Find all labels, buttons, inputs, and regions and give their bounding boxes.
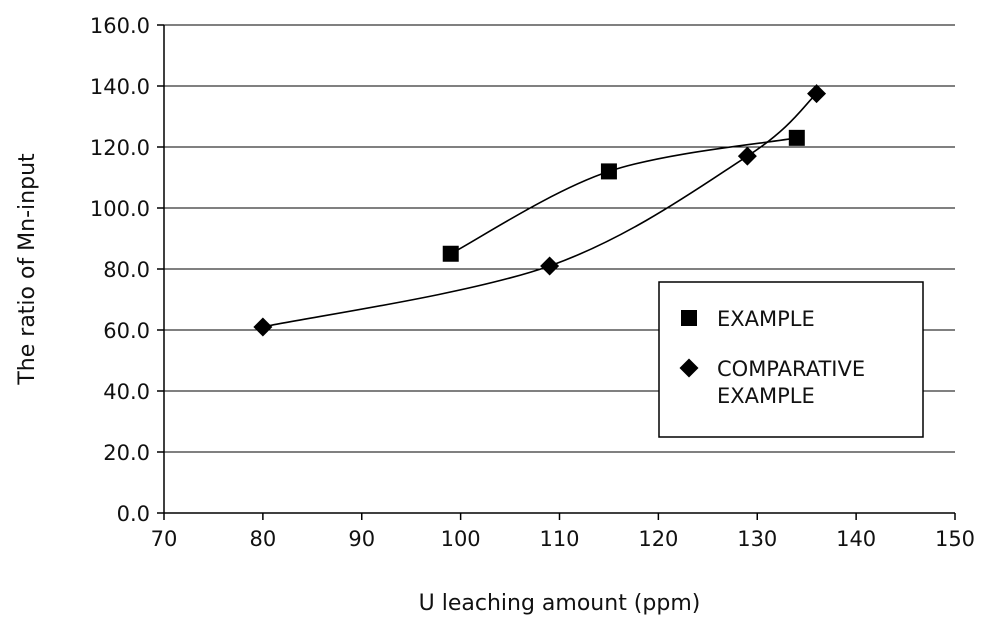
y-tick-label: 100.0 xyxy=(90,197,150,221)
x-tick-label: 90 xyxy=(348,527,375,551)
legend-label-1: EXAMPLE xyxy=(717,384,815,408)
series-line-1 xyxy=(262,93,818,328)
square-marker-0-2 xyxy=(788,129,805,146)
axis-layer: 0.0 20.0 40.0 60.0 80.0 100.0 120.0 140.0 160.0 7… xyxy=(90,14,975,551)
legend-label-1: COMPARATIVE xyxy=(717,357,865,381)
diamond-marker-1-0 xyxy=(253,317,273,337)
series-0 xyxy=(442,129,805,262)
x-tick-label: 100 xyxy=(441,527,481,551)
x-tick-label: 140 xyxy=(836,527,876,551)
legend-marker-0 xyxy=(681,310,697,326)
diamond-marker-1-3 xyxy=(807,84,827,104)
square-marker-0-0 xyxy=(442,245,459,262)
diamond-marker-1-2 xyxy=(737,146,757,166)
y-tick-label: 40.0 xyxy=(103,380,150,404)
grid-layer xyxy=(164,24,955,453)
series-layer xyxy=(253,84,827,337)
y-tick-label: 140.0 xyxy=(90,75,150,99)
diamond-marker-1-1 xyxy=(540,256,560,276)
y-tick-label: 120.0 xyxy=(90,136,150,160)
x-axis-label: U leaching amount (ppm) xyxy=(419,591,701,616)
y-axis-label: The ratio of Mn-input xyxy=(15,153,40,386)
y-tick-label: 0.0 xyxy=(117,502,150,526)
series-1 xyxy=(253,84,827,337)
legend-marker-1 xyxy=(679,358,699,378)
x-tick-label: 70 xyxy=(151,527,178,551)
y-tick-label: 60.0 xyxy=(103,319,150,343)
legend-box xyxy=(658,281,924,438)
y-tick-label: 160.0 xyxy=(90,14,150,38)
x-tick-label: 110 xyxy=(539,527,579,551)
x-tick-label: 130 xyxy=(737,527,777,551)
square-marker-0-1 xyxy=(600,163,617,180)
legend-label-0: EXAMPLE xyxy=(717,307,815,331)
x-tick-label: 120 xyxy=(638,527,678,551)
y-tick-label: 80.0 xyxy=(103,258,150,282)
x-tick-label: 80 xyxy=(250,527,277,551)
legend: EXAMPLE COMPARATIVE EXAMPLE xyxy=(658,281,924,438)
x-tick-label: 150 xyxy=(935,527,975,551)
y-tick-label: 20.0 xyxy=(103,441,150,465)
